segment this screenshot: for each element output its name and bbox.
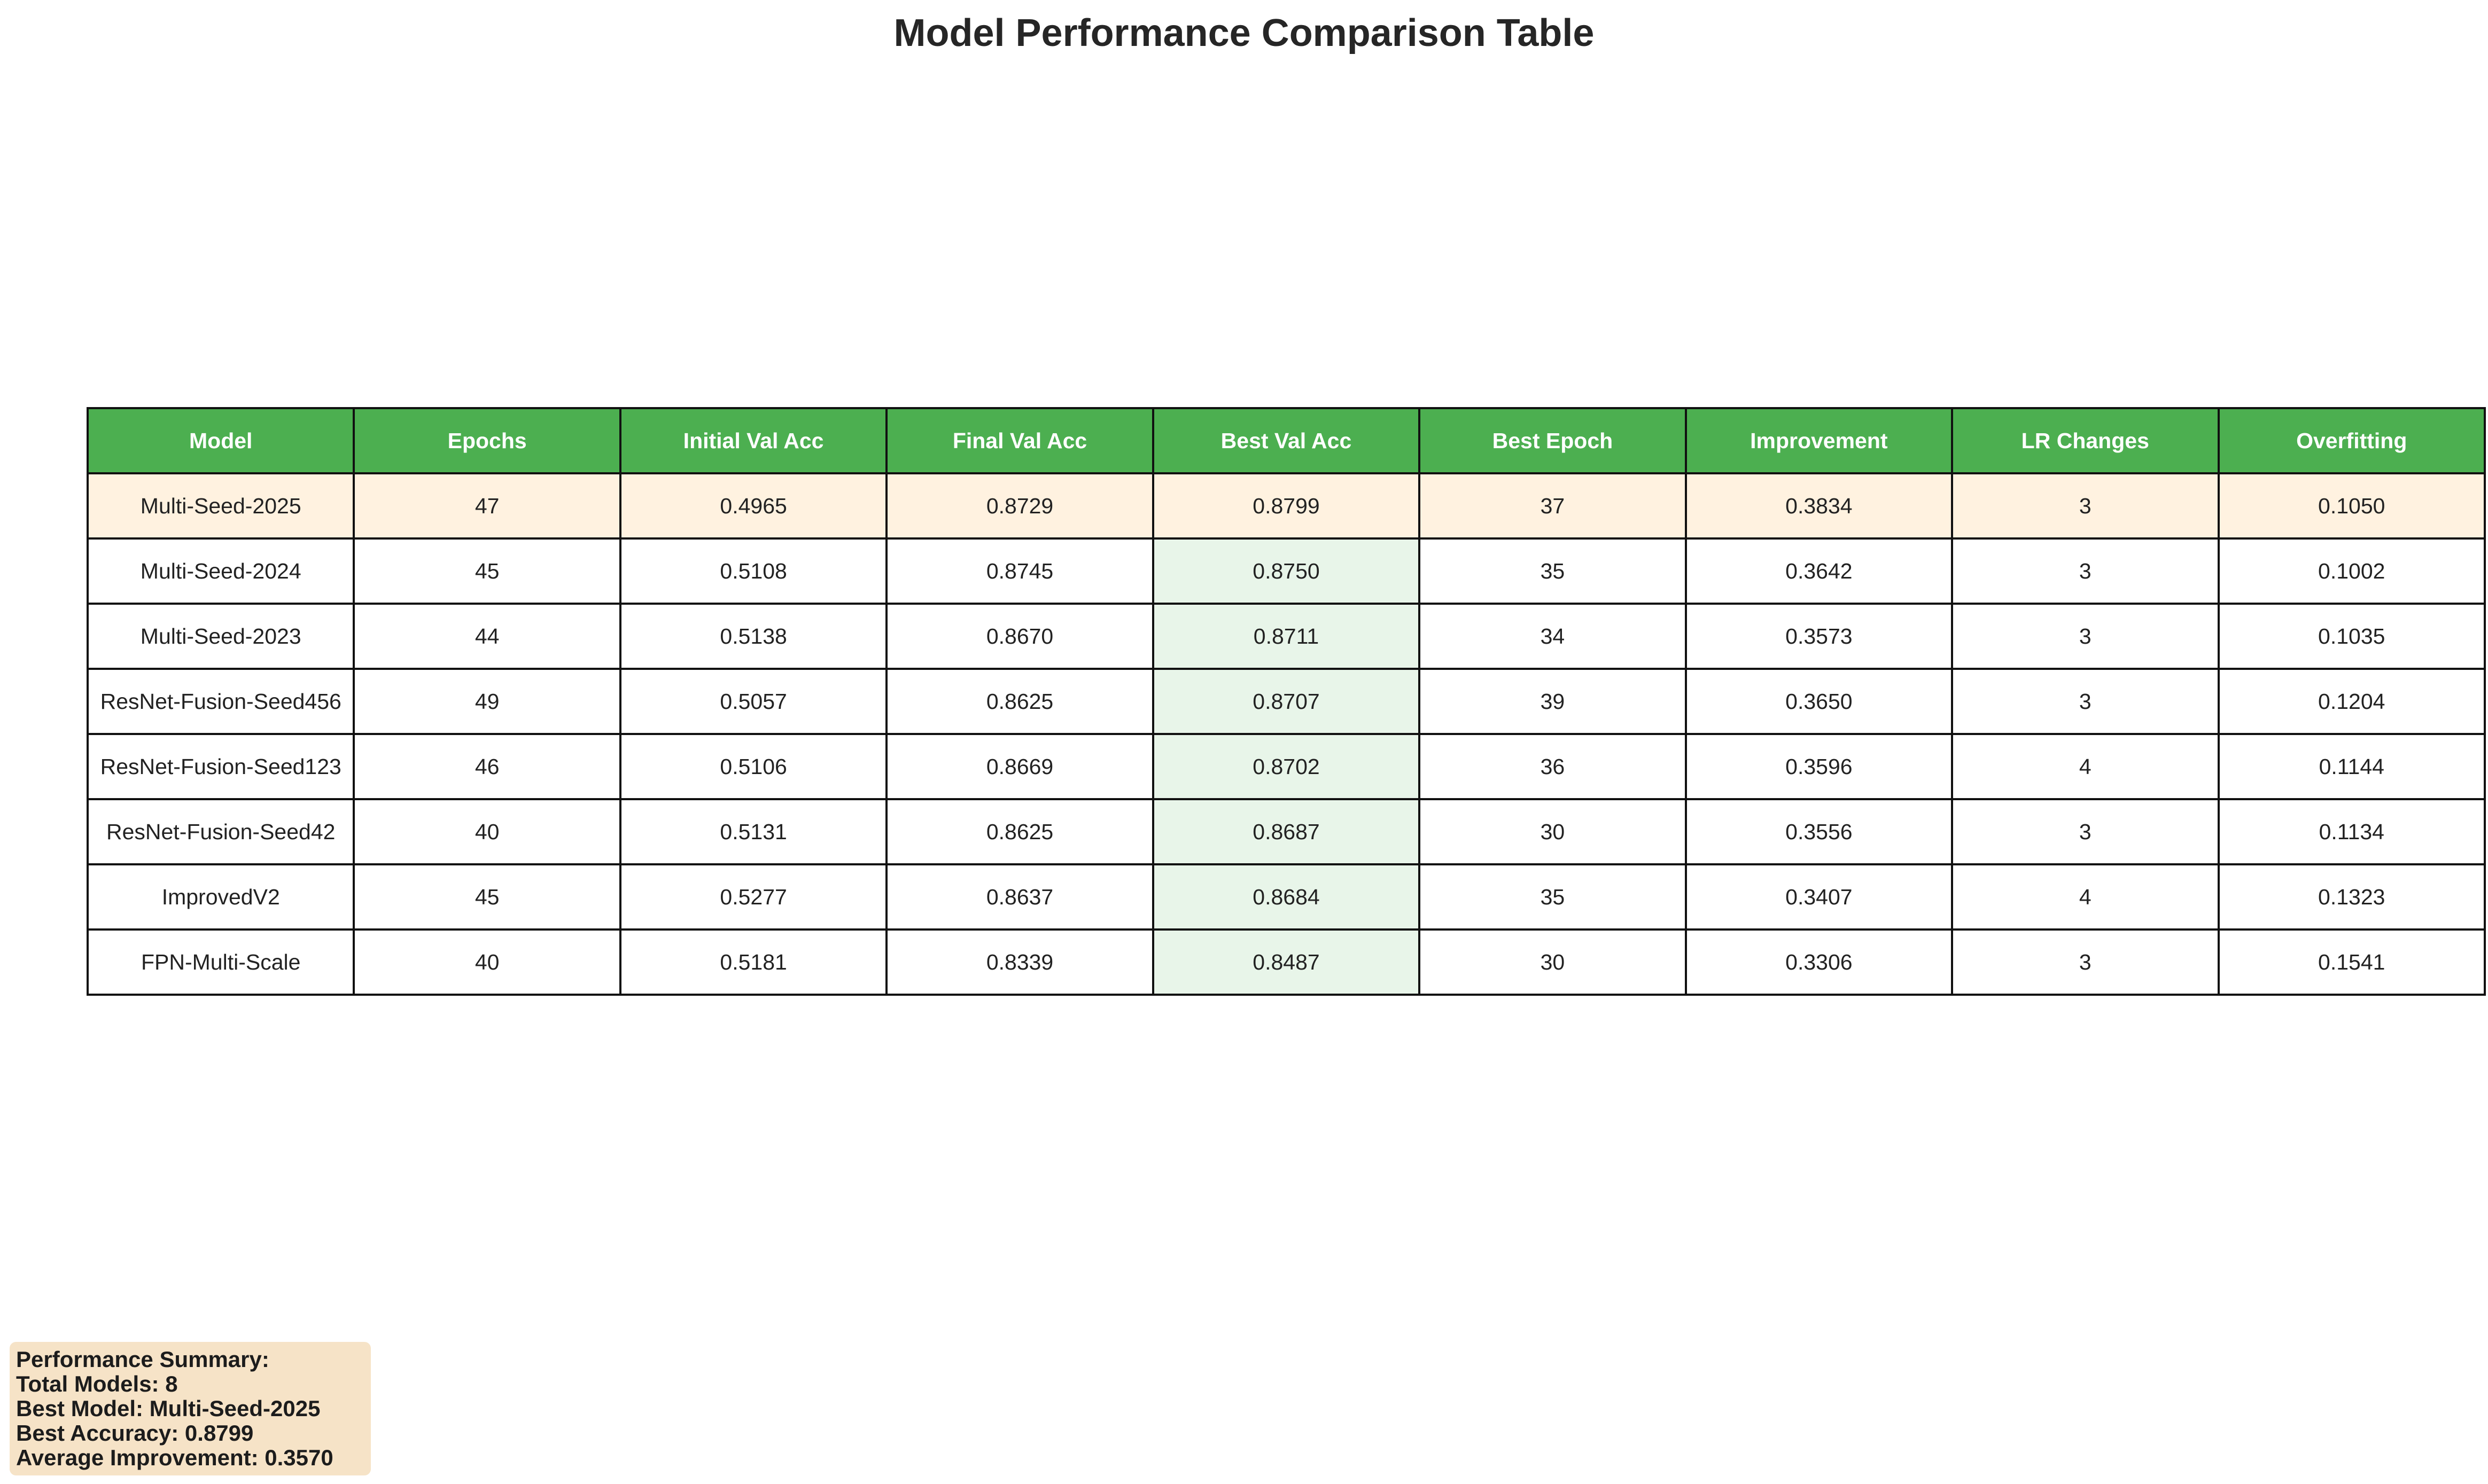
table-cell: 0.3834 <box>1684 472 1954 540</box>
table-cell: 30 <box>1418 928 1687 996</box>
table-cell: 3 <box>1951 603 2220 670</box>
table-cell: 0.3407 <box>1684 863 1954 931</box>
table-cell: 36 <box>1418 733 1687 800</box>
table-cell: 0.8625 <box>885 668 1154 735</box>
table-cell: 49 <box>353 668 621 735</box>
column-header: Epochs <box>353 407 621 474</box>
table-cell: 0.1002 <box>2217 537 2486 605</box>
table-cell: ResNet-Fusion-Seed42 <box>86 798 355 865</box>
column-header: Initial Val Acc <box>619 407 888 474</box>
table-cell: ResNet-Fusion-Seed123 <box>86 733 355 800</box>
table-cell: 0.8707 <box>1152 668 1421 735</box>
table-cell: 3 <box>1951 472 2220 540</box>
column-header: Best Val Acc <box>1152 407 1421 474</box>
table-cell: 0.8339 <box>885 928 1154 996</box>
table-cell: 0.8684 <box>1152 863 1421 931</box>
table-cell: 35 <box>1418 537 1687 605</box>
table-cell: 0.8702 <box>1152 733 1421 800</box>
table-body: Multi-Seed-2025 47 0.4965 0.8729 0.8799 37 0.3… <box>86 472 2486 996</box>
column-header: Improvement <box>1684 407 1954 474</box>
table-cell: 0.8745 <box>885 537 1154 605</box>
table-cell: 39 <box>1418 668 1687 735</box>
table-cell: 0.3650 <box>1684 668 1954 735</box>
summary-average-improvement: Average Improvement: 0.3570 <box>16 1445 333 1470</box>
summary-best-model: Best Model: Multi-Seed-2025 <box>16 1396 321 1421</box>
table-cell: 0.5108 <box>619 537 888 605</box>
table-cell: 0.8687 <box>1152 798 1421 865</box>
table-cell: 47 <box>353 472 621 540</box>
table-cell: 0.3642 <box>1684 537 1954 605</box>
table-cell: 44 <box>353 603 621 670</box>
table-row: Multi-Seed-2024 45 0.5108 0.8745 0.8750 35 0.3… <box>86 537 2486 605</box>
table-cell: 3 <box>1951 668 2220 735</box>
table-cell: Multi-Seed-2025 <box>86 472 355 540</box>
table-cell: 34 <box>1418 603 1687 670</box>
table-cell: 0.3556 <box>1684 798 1954 865</box>
table-cell: 0.1050 <box>2217 472 2486 540</box>
table-cell: 37 <box>1418 472 1687 540</box>
table-cell: 0.4965 <box>619 472 888 540</box>
table-cell: 0.3573 <box>1684 603 1954 670</box>
table-cell: 3 <box>1951 928 2220 996</box>
table-header-row: Model Epochs Initial Val Acc Final Val Acc B… <box>86 407 2486 474</box>
column-header: Model <box>86 407 355 474</box>
table-cell: 3 <box>1951 798 2220 865</box>
performance-table: Model Epochs Initial Val Acc Final Val Acc B… <box>86 407 2486 996</box>
table-cell: 0.8670 <box>885 603 1154 670</box>
table-cell: 0.5131 <box>619 798 888 865</box>
table-cell: 0.8669 <box>885 733 1154 800</box>
table-cell: 0.1144 <box>2217 733 2486 800</box>
table-cell: 0.1035 <box>2217 603 2486 670</box>
table-cell: 0.5106 <box>619 733 888 800</box>
column-header: Best Epoch <box>1418 407 1687 474</box>
table-cell: 0.5057 <box>619 668 888 735</box>
table-cell: ResNet-Fusion-Seed456 <box>86 668 355 735</box>
table-cell: 0.8729 <box>885 472 1154 540</box>
table-cell: 30 <box>1418 798 1687 865</box>
table-cell: 0.5277 <box>619 863 888 931</box>
table-cell: ImprovedV2 <box>86 863 355 931</box>
table-cell: 45 <box>353 537 621 605</box>
table-cell: 0.5181 <box>619 928 888 996</box>
table-row: Multi-Seed-2023 44 0.5138 0.8670 0.8711 34 0.3… <box>86 603 2486 670</box>
table-cell: 0.8799 <box>1152 472 1421 540</box>
table-cell: 35 <box>1418 863 1687 931</box>
table-cell: 0.8625 <box>885 798 1154 865</box>
table-row: ImprovedV2 45 0.5277 0.8637 0.8684 35 0.3407 4 0… <box>86 863 2486 931</box>
table-cell: 46 <box>353 733 621 800</box>
table-cell: 0.3306 <box>1684 928 1954 996</box>
table-cell: 0.5138 <box>619 603 888 670</box>
table-cell: 4 <box>1951 863 2220 931</box>
table-cell: 0.8487 <box>1152 928 1421 996</box>
table-cell: 0.8750 <box>1152 537 1421 605</box>
column-header: Overfitting <box>2217 407 2486 474</box>
table-cell: 0.1541 <box>2217 928 2486 996</box>
table-cell: Multi-Seed-2024 <box>86 537 355 605</box>
performance-summary-box: Performance Summary: Total Models: 8 Bes… <box>10 1342 371 1475</box>
table-row: ResNet-Fusion-Seed42 40 0.5131 0.8625 0.8687… <box>86 798 2486 865</box>
table-cell: 45 <box>353 863 621 931</box>
table-cell: 40 <box>353 928 621 996</box>
table-row: FPN-Multi-Scale 40 0.5181 0.8339 0.8487 30 0.3… <box>86 928 2486 996</box>
table-row: ResNet-Fusion-Seed123 46 0.5106 0.8669 0.870… <box>86 733 2486 800</box>
page-title: Model Performance Comparison Table <box>893 12 1595 54</box>
summary-best-accuracy: Best Accuracy: 0.8799 <box>16 1420 254 1446</box>
summary-heading: Performance Summary: <box>16 1347 269 1372</box>
table-cell: 4 <box>1951 733 2220 800</box>
table-cell: 3 <box>1951 537 2220 605</box>
table-row: Multi-Seed-2025 47 0.4965 0.8729 0.8799 37 0.3… <box>86 472 2486 540</box>
table-cell: Multi-Seed-2023 <box>86 603 355 670</box>
table-cell: 0.8637 <box>885 863 1154 931</box>
column-header: Final Val Acc <box>885 407 1154 474</box>
table-cell: FPN-Multi-Scale <box>86 928 355 996</box>
table-cell: 40 <box>353 798 621 865</box>
table-row: ResNet-Fusion-Seed456 49 0.5057 0.8625 0.870… <box>86 668 2486 735</box>
column-header: LR Changes <box>1951 407 2220 474</box>
table-cell: 0.1323 <box>2217 863 2486 931</box>
table-cell: 0.3596 <box>1684 733 1954 800</box>
table-cell: 0.1204 <box>2217 668 2486 735</box>
summary-total-models: Total Models: 8 <box>16 1371 178 1396</box>
table-cell: 0.1134 <box>2217 798 2486 865</box>
table-cell: 0.8711 <box>1152 603 1421 670</box>
